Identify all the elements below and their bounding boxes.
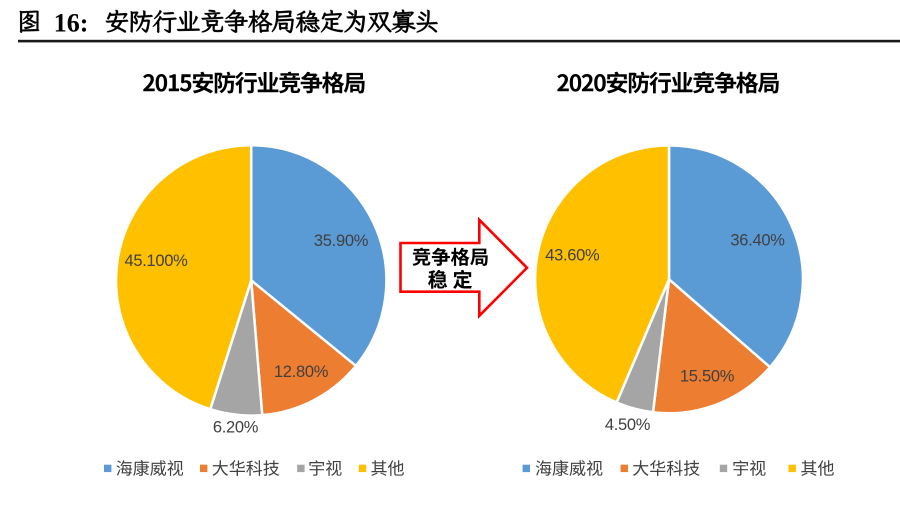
svg-text:16:: 16: — [54, 9, 89, 38]
svg-text:36.40%: 36.40% — [730, 232, 785, 250]
svg-text:15.50%: 15.50% — [680, 368, 735, 386]
svg-text:12.80%: 12.80% — [274, 363, 329, 381]
svg-text:43.60%: 43.60% — [545, 247, 600, 265]
svg-text:35.90%: 35.90% — [314, 232, 369, 250]
svg-text:45.100%: 45.100% — [124, 252, 188, 270]
svg-text:6.20%: 6.20% — [213, 419, 259, 437]
svg-text:4.50%: 4.50% — [605, 416, 651, 434]
